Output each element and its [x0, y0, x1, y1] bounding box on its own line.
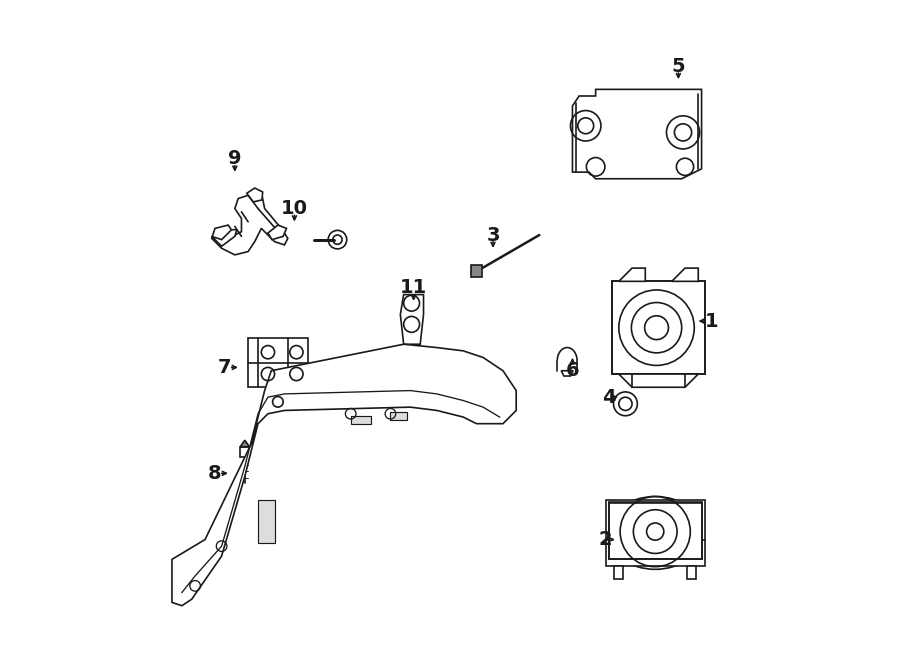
Polygon shape [268, 225, 286, 240]
Polygon shape [247, 188, 263, 202]
Text: 1: 1 [705, 312, 718, 330]
Text: 5: 5 [671, 57, 685, 75]
Polygon shape [609, 503, 702, 559]
Polygon shape [240, 447, 249, 457]
Text: 10: 10 [281, 199, 308, 218]
Polygon shape [172, 344, 517, 606]
Polygon shape [562, 371, 573, 376]
Polygon shape [612, 281, 705, 374]
Polygon shape [606, 500, 705, 566]
Polygon shape [687, 566, 697, 579]
Text: 8: 8 [208, 464, 221, 483]
Polygon shape [400, 295, 424, 344]
Text: 2: 2 [598, 530, 612, 549]
Polygon shape [671, 268, 698, 281]
Text: 4: 4 [602, 388, 616, 406]
Polygon shape [258, 500, 274, 543]
Polygon shape [391, 412, 407, 420]
Text: 7: 7 [218, 358, 231, 377]
Text: 6: 6 [566, 361, 580, 380]
Polygon shape [212, 230, 237, 246]
Text: 3: 3 [486, 226, 500, 244]
Polygon shape [572, 89, 702, 179]
Polygon shape [248, 338, 308, 387]
Polygon shape [614, 566, 624, 579]
Text: 11: 11 [400, 279, 428, 297]
Polygon shape [619, 374, 698, 387]
Polygon shape [351, 416, 371, 424]
Text: 9: 9 [228, 150, 241, 168]
Polygon shape [212, 189, 288, 255]
Polygon shape [619, 268, 645, 281]
Polygon shape [240, 440, 249, 447]
Polygon shape [472, 265, 482, 277]
